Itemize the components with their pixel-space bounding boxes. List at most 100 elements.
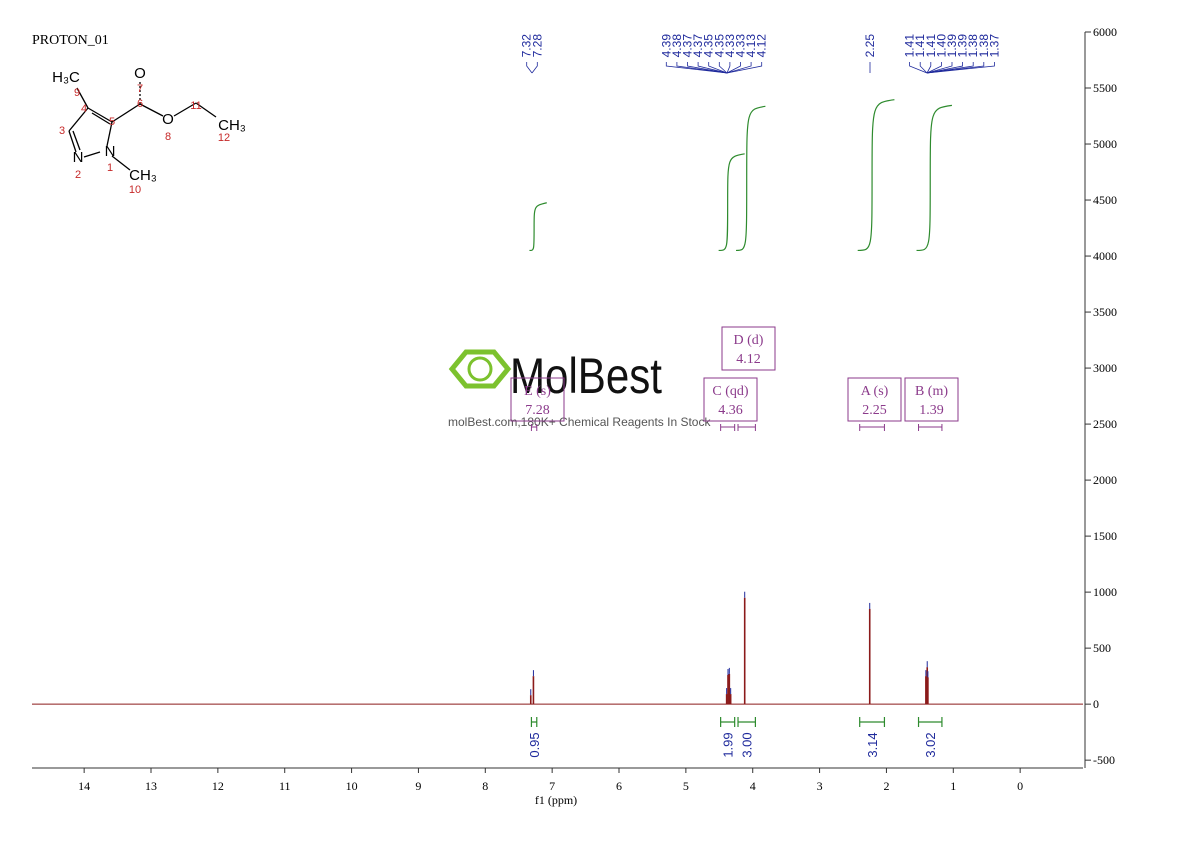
peak-label: 1.39 bbox=[945, 34, 959, 58]
y-tick-label: 0 bbox=[1093, 697, 1099, 711]
y-tick-label: 3500 bbox=[1093, 305, 1117, 319]
molecule bbox=[68, 80, 217, 171]
multiplet-shift: 4.36 bbox=[718, 403, 743, 418]
watermark-tagline: molBest.com,180K+ Chemical Reagents In S… bbox=[448, 415, 711, 429]
y-tick-label: -500 bbox=[1093, 753, 1115, 767]
peak-label: 4.33 bbox=[723, 34, 737, 58]
multiplet-shift: 4.12 bbox=[736, 352, 761, 367]
x-tick-label: 10 bbox=[346, 779, 358, 793]
atom-number: 9 bbox=[74, 87, 80, 99]
peak-label: 4.35 bbox=[712, 34, 726, 58]
atom-label: N bbox=[105, 143, 116, 160]
multiplet-box bbox=[510, 377, 565, 422]
multiplet-range bbox=[918, 424, 943, 431]
y-tick-label: 4500 bbox=[1093, 193, 1117, 207]
multiplet-range bbox=[859, 424, 885, 431]
y-tick-label: 500 bbox=[1093, 641, 1111, 655]
x-tick-label: 4 bbox=[750, 779, 756, 793]
peak-label: 4.37 bbox=[681, 34, 695, 58]
watermark: MolBest molBest.com,180K+ Chemical Reage… bbox=[448, 348, 711, 429]
peak-label: 1.41 bbox=[903, 34, 917, 58]
integral-label: 3.02 bbox=[923, 732, 938, 757]
peak-label-connector bbox=[676, 62, 728, 74]
integral-bracket bbox=[530, 717, 538, 727]
peak-label-connector bbox=[687, 62, 728, 74]
atom-number: 10 bbox=[129, 184, 141, 196]
multiplet-shift: 1.39 bbox=[919, 403, 944, 418]
atom-number: 5 bbox=[109, 116, 115, 128]
y-tick-label: 3000 bbox=[1093, 361, 1117, 375]
peak-label-connector bbox=[926, 62, 942, 74]
integral-curve bbox=[857, 99, 895, 252]
y-tick-label: 2000 bbox=[1093, 473, 1117, 487]
peak-label-connector bbox=[697, 62, 728, 74]
multiplet-box bbox=[904, 377, 959, 422]
peak-label-connector bbox=[726, 62, 752, 74]
watermark-brand: MolBest bbox=[510, 348, 662, 404]
integral-label: 1.99 bbox=[721, 732, 736, 757]
multiplet-name: E (s) bbox=[524, 384, 551, 399]
peak-label-connector bbox=[526, 62, 533, 74]
integral-label: 3.14 bbox=[865, 732, 880, 757]
peak-label-connector bbox=[718, 62, 728, 74]
atom-number: 11 bbox=[190, 100, 201, 112]
peak-label: 1.39 bbox=[956, 34, 970, 58]
atom-number: 3 bbox=[59, 125, 65, 137]
peak-label-connector bbox=[726, 62, 763, 74]
peak-label: 4.35 bbox=[702, 34, 716, 58]
peak-label: 4.37 bbox=[691, 34, 705, 58]
peak-label: 7.28 bbox=[530, 34, 544, 58]
multiplet-range bbox=[720, 424, 736, 431]
integral-bracket bbox=[859, 717, 886, 727]
peak-label-connector bbox=[926, 62, 963, 74]
multiplet-shift: 7.28 bbox=[525, 403, 550, 418]
x-tick-label: 13 bbox=[145, 779, 157, 793]
peak-label: 4.13 bbox=[744, 34, 758, 58]
peak-label: 1.40 bbox=[934, 34, 948, 58]
logo-hexagon bbox=[448, 349, 512, 389]
peak-label-connector bbox=[665, 62, 728, 74]
multiplet-name: A (s) bbox=[861, 384, 889, 399]
x-tick-label: 0 bbox=[1017, 779, 1023, 793]
y-tick-label: 4000 bbox=[1093, 249, 1117, 263]
multiplet-name: B (m) bbox=[915, 384, 948, 399]
multiplet-range bbox=[530, 424, 538, 431]
x-tick-label: 1 bbox=[950, 779, 956, 793]
atom-number: 8 bbox=[165, 131, 171, 143]
x-axis-label: f1 (ppm) bbox=[535, 793, 577, 807]
atom-label: N bbox=[73, 149, 84, 166]
x-tick-label: 7 bbox=[549, 779, 555, 793]
peak-label: 1.41 bbox=[913, 34, 927, 58]
x-tick-label: 5 bbox=[683, 779, 689, 793]
integral-curve bbox=[736, 105, 766, 252]
x-tick-label: 14 bbox=[78, 779, 90, 793]
x-tick-label: 6 bbox=[616, 779, 622, 793]
peak-label: 1.38 bbox=[977, 34, 991, 58]
atom-number: 6 bbox=[137, 98, 143, 110]
x-tick-label: 2 bbox=[883, 779, 889, 793]
y-tick-label: 1000 bbox=[1093, 585, 1117, 599]
integral-curve bbox=[916, 104, 953, 252]
peak-label-connector bbox=[926, 62, 932, 74]
peak-label-connector bbox=[926, 62, 995, 74]
atom-number: 4 bbox=[81, 103, 87, 115]
peak-label-connector bbox=[909, 62, 928, 74]
atom-number: 1 bbox=[107, 162, 113, 174]
x-tick-label: 12 bbox=[212, 779, 224, 793]
peak-label: 4.39 bbox=[659, 34, 673, 58]
integral-bracket bbox=[917, 717, 943, 727]
peak-label-connector bbox=[926, 62, 953, 74]
peak-label-connector bbox=[726, 62, 731, 74]
x-tick-label: 11 bbox=[279, 779, 291, 793]
integral-label: 3.00 bbox=[740, 732, 755, 757]
x-tick-label: 8 bbox=[482, 779, 488, 793]
multiplet-box bbox=[703, 377, 758, 422]
atom-number: 2 bbox=[75, 169, 81, 181]
peak-label: 1.38 bbox=[966, 34, 980, 58]
atom-label: O bbox=[134, 65, 146, 82]
multiplet-name: C (qd) bbox=[712, 384, 749, 399]
atom-label: O bbox=[162, 111, 174, 128]
peak-label-connector bbox=[919, 62, 928, 74]
atom-number: 7 bbox=[137, 83, 143, 95]
